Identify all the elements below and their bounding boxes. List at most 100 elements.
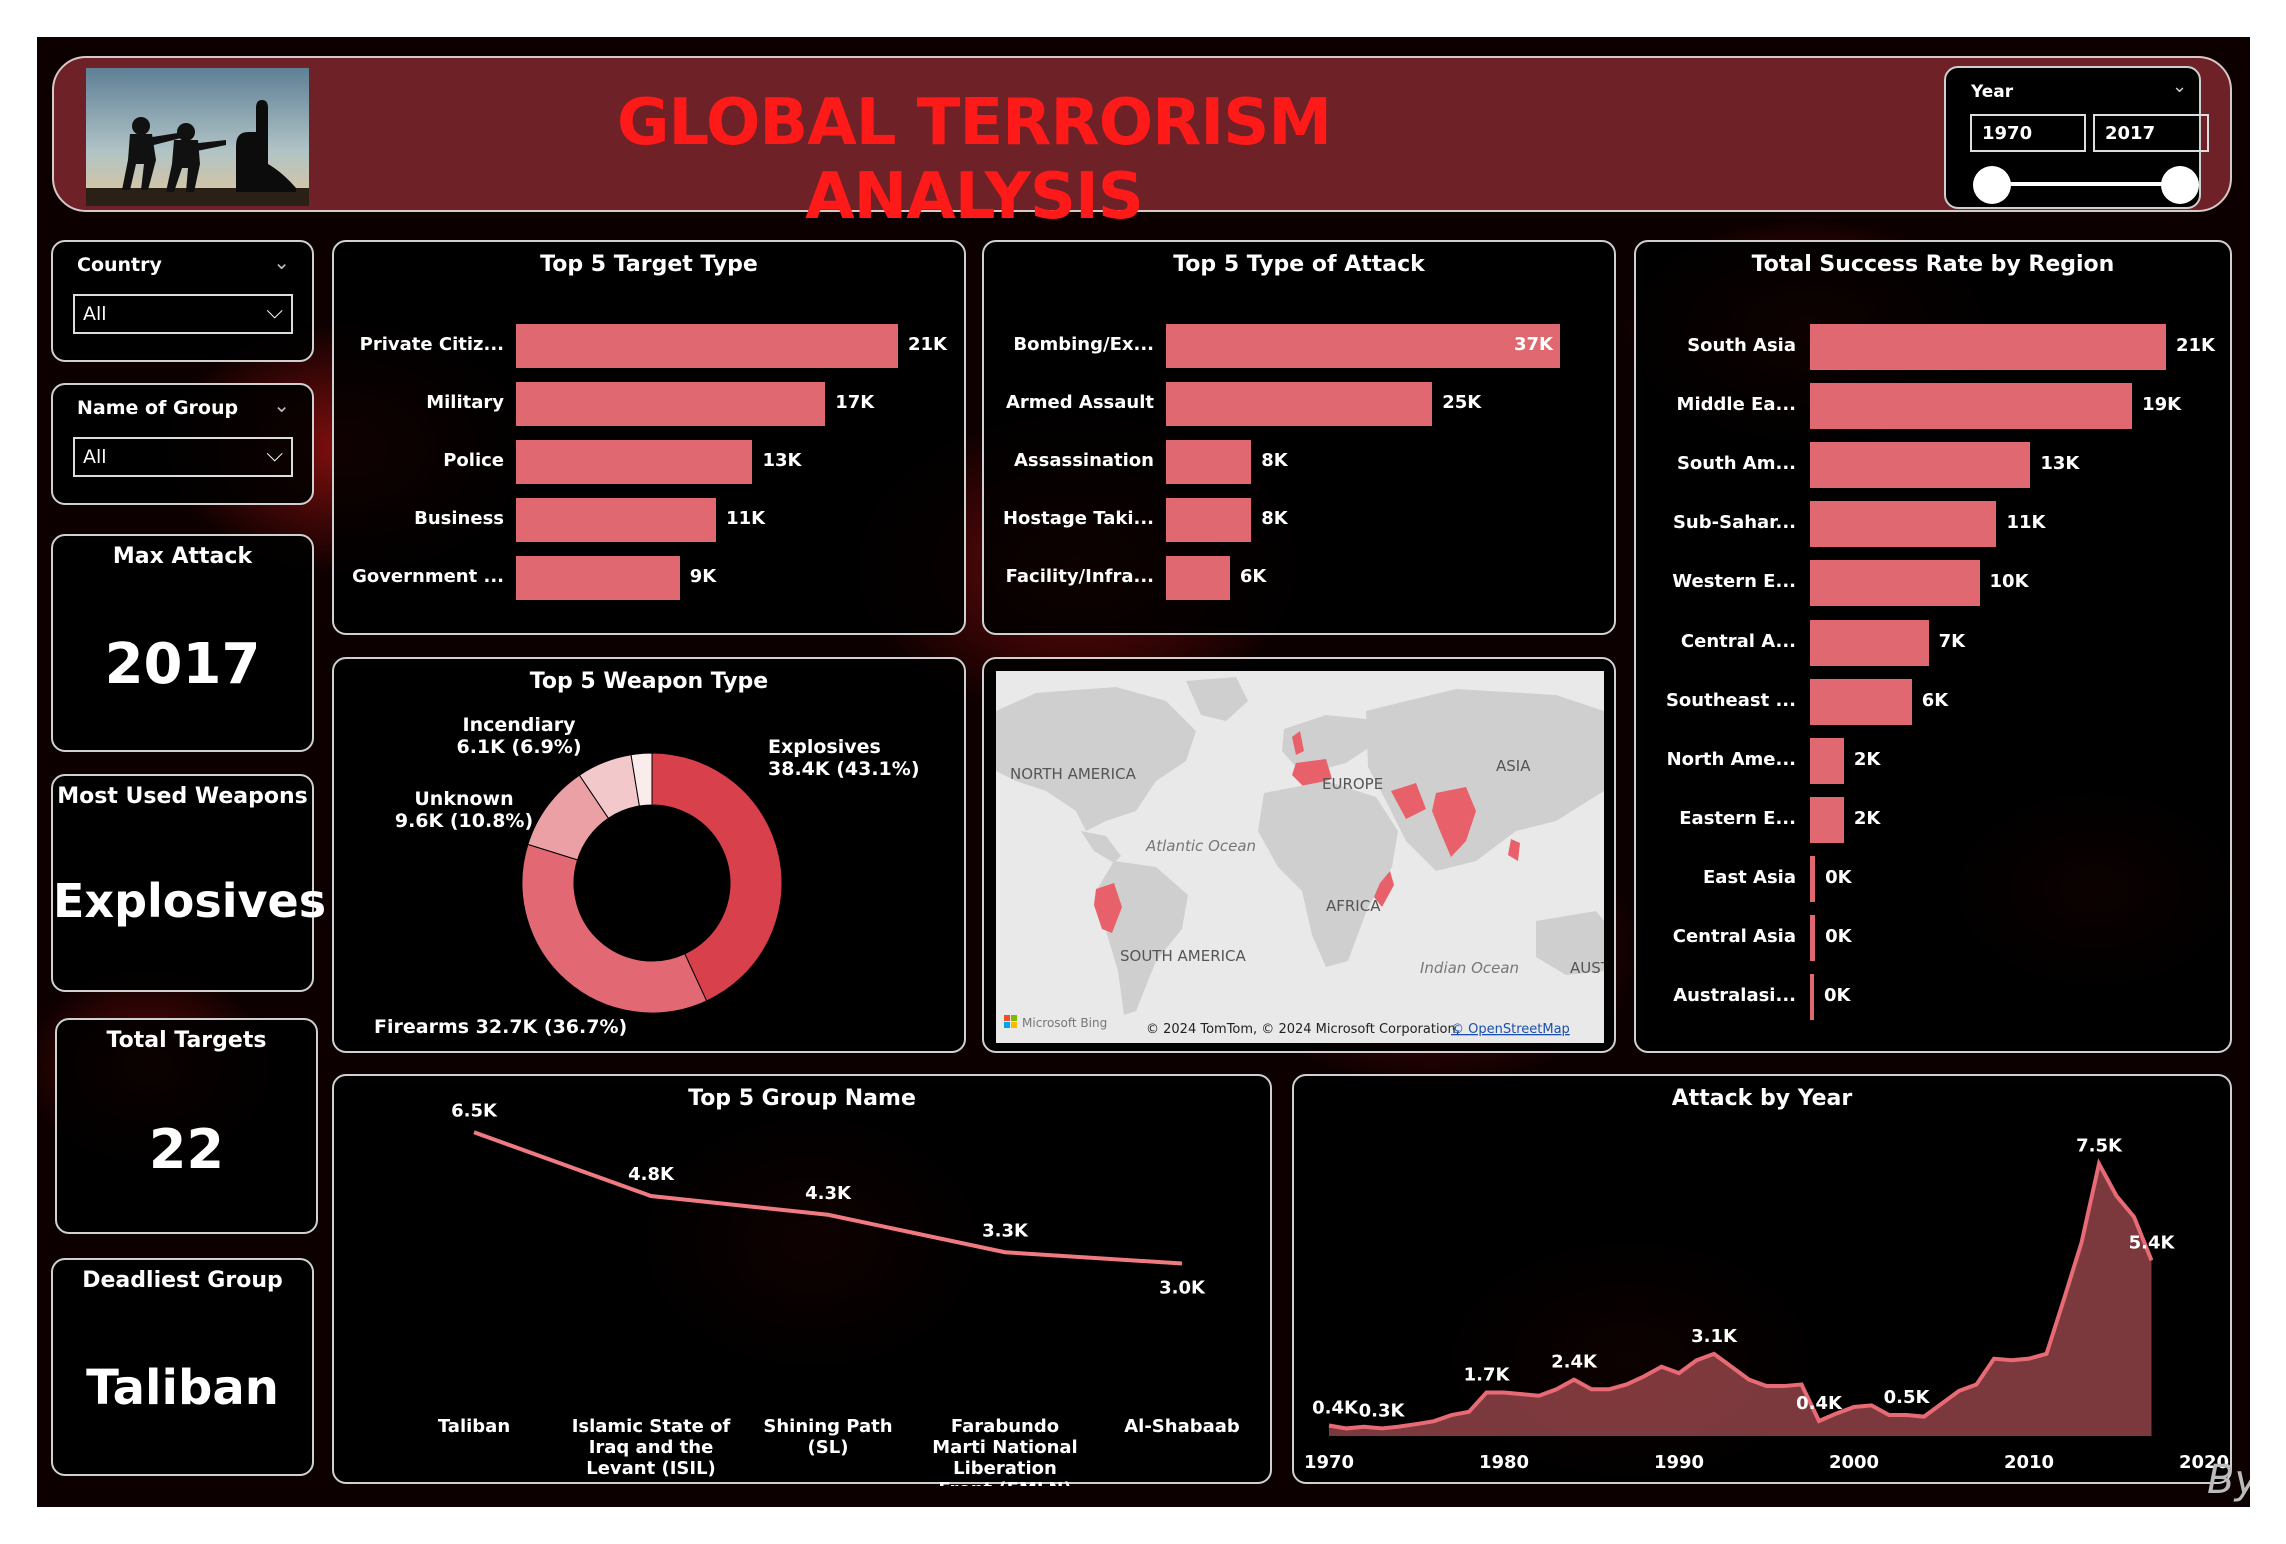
map-panel[interactable]: NORTH AMERICA EUROPE ASIA Atlantic Ocean…: [982, 657, 1616, 1053]
bar[interactable]: [1810, 796, 1844, 843]
year-start-input[interactable]: 1970: [1970, 114, 2086, 152]
donut-slice-value: 6.1K (6.9%): [456, 736, 581, 758]
bar-category-label: North Ame...: [1666, 748, 1796, 770]
x-tick-label: 1980: [1479, 1452, 1529, 1473]
bar[interactable]: [1166, 382, 1433, 426]
chart-title: Attack by Year: [1671, 1086, 1853, 1111]
bar[interactable]: [1810, 442, 2031, 489]
chevron-down-icon[interactable]: ⌄: [273, 393, 290, 417]
map-label: SOUTH AMERICA: [1120, 947, 1247, 965]
bar-value-label: 9K: [689, 566, 717, 587]
year-slider-start-handle[interactable]: [1973, 166, 2011, 204]
donut-slice[interactable]: [630, 752, 653, 807]
bar-value-label: 25K: [1442, 392, 1482, 413]
bar[interactable]: [1166, 556, 1230, 600]
donut-slice-value: 9.6K (10.8%): [395, 810, 533, 832]
year-point-label: 2.4K: [1551, 1352, 1598, 1373]
chevron-down-icon[interactable]: ⌄: [2172, 76, 2188, 97]
bar-value-label: 2K: [1853, 807, 1881, 829]
country-slicer[interactable]: Country ⌄ All ⌵: [51, 240, 314, 362]
map-label: AUST: [1570, 959, 1604, 977]
bar-category-label: South Am...: [1676, 453, 1796, 475]
bar[interactable]: [516, 440, 753, 484]
bar[interactable]: [1810, 560, 1980, 607]
weapon-type-chart: Top 5 Weapon Type Explosives 38.4K (43.1%…: [332, 657, 966, 1053]
donut-slice[interactable]: [521, 843, 708, 1014]
country-dropdown-value: All: [83, 303, 107, 325]
max-attack-card: Max Attack 2017: [51, 534, 314, 752]
bar[interactable]: [1810, 737, 1844, 784]
card-title: Max Attack: [112, 544, 253, 569]
group-value-label: 3.0K: [1159, 1278, 1206, 1299]
group-value-label: 6.5K: [451, 1100, 498, 1121]
donut-slice-name: Unknown: [414, 788, 513, 810]
donut-slice-name: Explosives: [768, 736, 881, 758]
bar[interactable]: [1810, 383, 2133, 430]
year-range-slicer[interactable]: Year ⌄ 1970 2017: [1944, 66, 2209, 209]
map-label: AFRICA: [1326, 897, 1381, 915]
country-dropdown[interactable]: All ⌵: [73, 294, 293, 334]
bar[interactable]: [516, 556, 680, 600]
header-banner: GLOBAL TERRORISM ANALYSIS: [52, 56, 2232, 234]
bar[interactable]: [516, 382, 826, 426]
bar[interactable]: [1810, 619, 1929, 666]
bar[interactable]: [516, 324, 898, 368]
map-label: NORTH AMERICA: [1010, 765, 1137, 783]
bar[interactable]: [1810, 855, 1816, 902]
group-value-label: 3.3K: [982, 1220, 1029, 1241]
bar-value-label: 10K: [1989, 571, 2029, 593]
bar[interactable]: [1810, 324, 2166, 370]
bar[interactable]: [1810, 974, 1814, 1021]
group-category-label: Al-Shabaab: [1124, 1416, 1240, 1437]
year-area[interactable]: [1329, 1163, 2152, 1436]
bar-category-label: Armed Assault: [1005, 392, 1154, 413]
x-tick-label: 1970: [1304, 1452, 1354, 1473]
attack-type-chart: Top 5 Type of Attack Bombing/Ex... 37K Arm…: [982, 240, 1616, 635]
chevron-down-icon[interactable]: ⌵: [266, 299, 283, 324]
donut-slice-name: Incendiary: [463, 714, 577, 736]
chevron-down-icon[interactable]: ⌵: [266, 442, 283, 467]
card-value: 2017: [104, 632, 261, 697]
bar-value-label: 21K: [908, 334, 947, 355]
donut-slice[interactable]: [651, 752, 783, 1002]
year-slider-track[interactable]: [1988, 182, 2196, 186]
region-success-chart: Total Success Rate by Region South Asia 2…: [1634, 240, 2232, 1053]
bar[interactable]: [1166, 324, 1560, 368]
map-label: ASIA: [1496, 757, 1531, 775]
card-title: Deadliest Group: [82, 1268, 283, 1293]
target-type-chart: Top 5 Target Type Private Citiz... 21K Mil…: [332, 240, 966, 635]
bar[interactable]: [1166, 498, 1252, 542]
group-series-line[interactable]: [473, 1130, 1183, 1266]
year-point-label: 3.1K: [1691, 1326, 1738, 1347]
bar-value-label: 0K: [1825, 866, 1852, 888]
bar-category-label: East Asia: [1703, 866, 1796, 888]
year-slider-end-handle[interactable]: [2161, 166, 2199, 204]
year-line[interactable]: [1328, 1158, 2154, 1431]
dashboard-title: GLOBAL TERRORISM ANALYSIS: [616, 86, 1332, 234]
bar[interactable]: [1166, 440, 1252, 484]
year-end-input[interactable]: 2017: [2093, 114, 2209, 152]
bar-category-label: Middle Ea...: [1676, 394, 1796, 416]
year-point-label: 0.4K: [1796, 1393, 1843, 1414]
bar-category-label: Western E...: [1672, 571, 1796, 593]
bar[interactable]: [1810, 678, 1912, 725]
group-dropdown[interactable]: All ⌵: [73, 437, 293, 477]
bar[interactable]: [1810, 501, 1997, 548]
bar[interactable]: [1810, 915, 1816, 961]
bar-category-label: Eastern E...: [1679, 807, 1796, 829]
x-tick-label: 1990: [1654, 1452, 1704, 1473]
deadliest-group-card: Deadliest Group Taliban: [51, 1258, 314, 1476]
openstreetmap-link[interactable]: © OpenStreetMap: [1451, 1022, 1570, 1037]
bar-category-label: Police: [443, 450, 504, 471]
chevron-down-icon[interactable]: ⌄: [273, 250, 290, 274]
group-slicer[interactable]: Name of Group ⌄ All ⌵: [51, 383, 314, 505]
map-label: EUROPE: [1322, 775, 1383, 793]
bar-value-label: 19K: [2142, 394, 2182, 416]
bar-category-label: Government ...: [352, 566, 504, 587]
world-map[interactable]: NORTH AMERICA EUROPE ASIA Atlantic Ocean…: [996, 671, 1604, 1043]
bar[interactable]: [516, 498, 717, 542]
year-point-label: 0.5K: [1884, 1387, 1931, 1408]
bar-category-label: Central Asia: [1672, 926, 1796, 947]
group-category-label: Shining Path (SL): [763, 1416, 892, 1458]
